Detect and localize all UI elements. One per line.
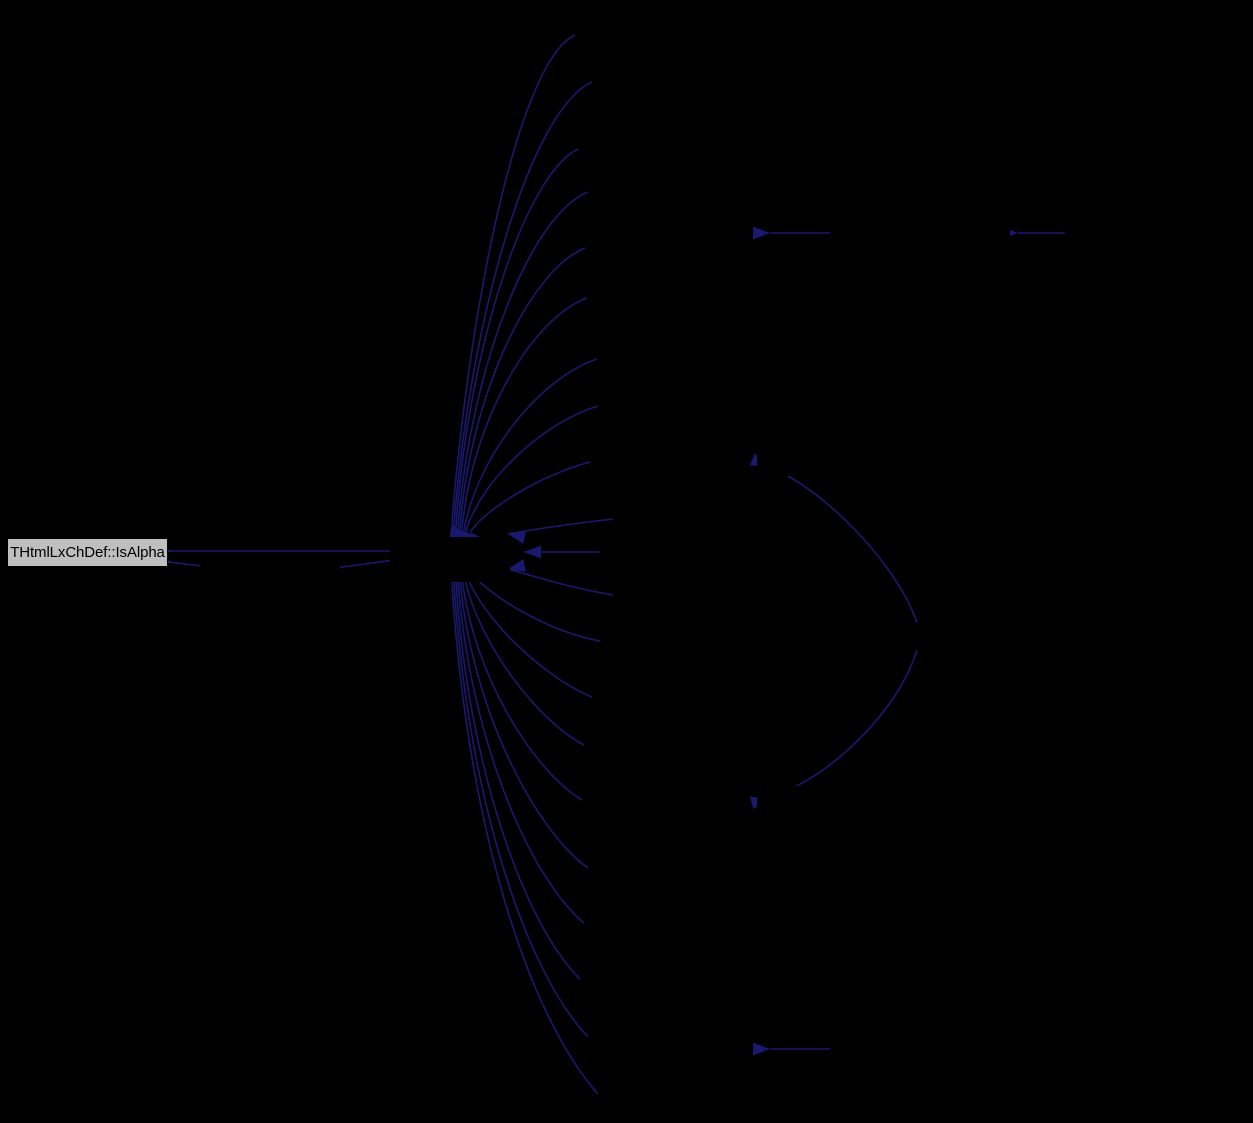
node-hidden[interactable] [830, 219, 1010, 247]
edge-m2 [507, 568, 614, 596]
node-hidden[interactable] [592, 70, 742, 98]
node-hidden[interactable] [588, 180, 738, 208]
edge-u8 [465, 405, 599, 532]
edge-r3 [767, 465, 918, 624]
node-hidden[interactable] [588, 1024, 738, 1052]
node-hidden[interactable] [598, 1080, 748, 1108]
node-hidden[interactable] [580, 966, 730, 994]
edge-l4 [461, 577, 583, 801]
node-hidden[interactable] [613, 581, 763, 609]
edge-u6 [461, 297, 588, 530]
edge-l5 [459, 579, 589, 869]
edge-l7 [455, 581, 581, 980]
node-hidden[interactable] [578, 137, 728, 165]
edge-u4 [457, 191, 589, 528]
node-hidden[interactable] [757, 786, 917, 814]
node-hidden[interactable] [830, 1035, 1010, 1063]
node-hidden[interactable] [582, 787, 732, 815]
arrowhead-m1 [524, 545, 541, 559]
arrowhead-m2 [508, 559, 526, 572]
edge-l1 [469, 571, 601, 642]
edge-l8 [453, 583, 589, 1038]
edge-l6 [457, 580, 585, 924]
node-hidden[interactable] [200, 553, 340, 581]
node-hidden[interactable] [592, 684, 742, 712]
node-hidden[interactable] [600, 628, 750, 656]
edge-u9 [469, 461, 591, 533]
edge-l9 [451, 585, 599, 1095]
node-hidden[interactable] [597, 347, 747, 375]
node-hidden[interactable] [917, 609, 1077, 637]
node-hidden[interactable] [598, 394, 748, 422]
node-hidden[interactable] [584, 910, 734, 938]
edge-u3 [455, 148, 579, 527]
arrowhead-r1 [753, 226, 770, 240]
node-thtmllxchdef-isalpha[interactable]: THtmlLxChDef::IsAlpha [7, 538, 168, 567]
edge-m5 [334, 559, 396, 569]
node-hidden[interactable] [613, 507, 763, 535]
arrowhead-r5 [753, 1042, 770, 1056]
node-hidden[interactable] [757, 448, 917, 476]
edges-group [167, 34, 1065, 1095]
edge-u5 [459, 247, 586, 529]
node-hidden[interactable] [590, 450, 740, 478]
node-hidden[interactable] [575, 22, 725, 50]
edge-u10 [507, 518, 614, 535]
edge-u7 [463, 358, 598, 531]
node-hidden[interactable] [600, 538, 750, 566]
node-hidden[interactable] [584, 732, 734, 760]
edge-l2 [465, 573, 593, 698]
node-hidden[interactable] [588, 855, 738, 883]
arrowhead-u10 [508, 531, 526, 544]
node-hidden[interactable] [1065, 219, 1225, 247]
edge-u2 [453, 81, 593, 525]
edge-u1 [451, 34, 576, 523]
edge-r4 [767, 649, 918, 799]
node-hidden[interactable] [585, 236, 735, 264]
node-hidden[interactable] [587, 286, 737, 314]
edge-l3 [463, 575, 585, 746]
node-hidden[interactable] [390, 554, 510, 582]
